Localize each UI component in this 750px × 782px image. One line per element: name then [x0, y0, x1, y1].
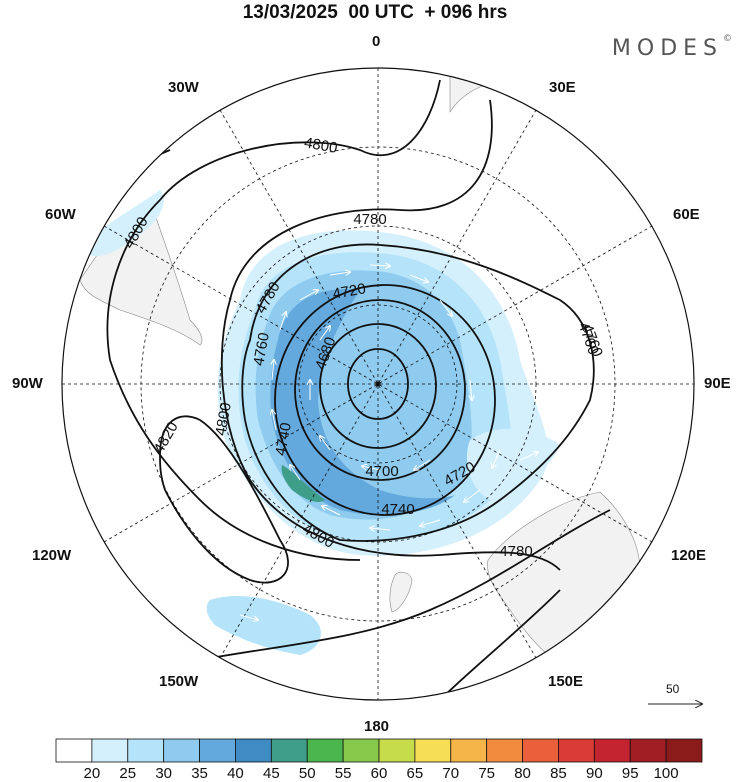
- contour-label-group: 4800 4800 4780 4780 4760 4760 4740 4720 …: [120, 134, 606, 560]
- colorbar-swatch: [270, 738, 308, 763]
- colorbar-label: 85: [550, 765, 567, 782]
- contour-label: 4700: [365, 463, 398, 480]
- lon-label-120w: 120W: [32, 547, 72, 564]
- colorbar-label: 90: [585, 765, 603, 782]
- lon-label-60e: 60E: [673, 206, 700, 223]
- colorbar-swatch: [342, 738, 380, 763]
- land-australia: [487, 491, 641, 671]
- lon-label-90w: 90W: [12, 375, 43, 392]
- wind-band-jet-east: [466, 428, 560, 500]
- wind-vectors: [239, 265, 538, 620]
- lon-label-150w: 150W: [159, 673, 199, 690]
- graticule: [62, 68, 694, 700]
- colorbar-label: 80: [514, 765, 531, 782]
- polar-map: 4800 4800 4780 4780 4760 4760 4740 4720 …: [61, 67, 750, 730]
- colorbar: [55, 738, 703, 763]
- colorbar-label: 100: [653, 765, 679, 782]
- lon-label-150e: 150E: [548, 673, 584, 690]
- colorbar-label: 75: [478, 765, 495, 782]
- contour-4740: [274, 284, 496, 516]
- colorbar-swatch: [91, 738, 129, 763]
- contour-4680: [347, 348, 409, 420]
- colorbar-label: 55: [334, 765, 352, 782]
- wind-band-jet-south: [206, 595, 321, 655]
- colorbar-label: 35: [191, 765, 208, 782]
- colorbar-swatch: [593, 738, 631, 763]
- lon-label-120e: 120E: [671, 547, 707, 564]
- contour-label: 4740: [272, 421, 295, 457]
- colorbar-swatch: [450, 738, 488, 763]
- colorbar-swatch: [378, 738, 416, 763]
- wind-band-35: [270, 289, 455, 515]
- contour-4720: [294, 299, 466, 481]
- colorbar-label: 30: [155, 765, 172, 782]
- colorbar-label: 20: [83, 765, 101, 782]
- contour-4700: [319, 323, 437, 449]
- contour-label: 4780: [353, 211, 386, 228]
- colorbar-swatch: [127, 738, 165, 763]
- contour-label: 4760: [250, 331, 273, 367]
- contour-4800: [106, 79, 441, 561]
- contour-4780: [220, 99, 561, 571]
- contour-label: 4720: [331, 280, 367, 303]
- colorbar-swatch: [55, 738, 93, 763]
- colorbar-swatch: [665, 738, 703, 763]
- wind-band-jet-west: [90, 190, 164, 257]
- colorbar-swatch: [629, 738, 667, 763]
- land-new-zealand: [389, 571, 413, 613]
- pole-marker: [375, 381, 381, 387]
- colorbar-label: 65: [406, 765, 424, 782]
- lon-label-180: 180: [364, 718, 390, 735]
- colorbar-label: 40: [227, 765, 244, 782]
- contour-label: 4780: [499, 543, 532, 560]
- colorbar-label: 70: [442, 765, 460, 782]
- map-boundary: [61, 67, 695, 701]
- lon-label-90e: 90E: [704, 375, 731, 392]
- contour-4760: [241, 243, 595, 542]
- colorbar-swatch: [486, 738, 523, 763]
- lon-label-60w: 60W: [45, 206, 76, 223]
- colorbar-swatch: [306, 738, 344, 763]
- colorbar-swatch: [414, 738, 452, 763]
- contour-label: 4820: [150, 419, 181, 456]
- contour-label: 4800: [303, 134, 339, 157]
- colorbar-label: 95: [621, 765, 639, 782]
- colorbar-label: 25: [119, 765, 137, 782]
- colorbar-label: 45: [262, 765, 280, 782]
- wind-band-45: [281, 465, 325, 502]
- colorbar-swatch: [235, 738, 272, 763]
- brand-logo: MODES©: [611, 34, 732, 61]
- lon-label-30e: 30E: [549, 79, 576, 96]
- contour-label: 4740: [381, 501, 414, 518]
- colorbar-swatch: [558, 738, 595, 763]
- colorbar-swatch: [199, 738, 236, 763]
- contour-4820: [159, 415, 289, 584]
- colorbar-swatch: [522, 738, 559, 763]
- map-title: 13/03/2025 00 UTC + 096 hrs: [242, 2, 508, 23]
- contour-label: 4800: [212, 401, 235, 437]
- lon-label-0: 0: [372, 33, 381, 50]
- colorbar-label: 60: [370, 765, 388, 782]
- vector-reference-label: 50: [666, 682, 680, 696]
- colorbar-swatch: [163, 738, 200, 763]
- colorbar-label: 50: [298, 765, 316, 782]
- lon-label-30w: 30W: [168, 79, 199, 96]
